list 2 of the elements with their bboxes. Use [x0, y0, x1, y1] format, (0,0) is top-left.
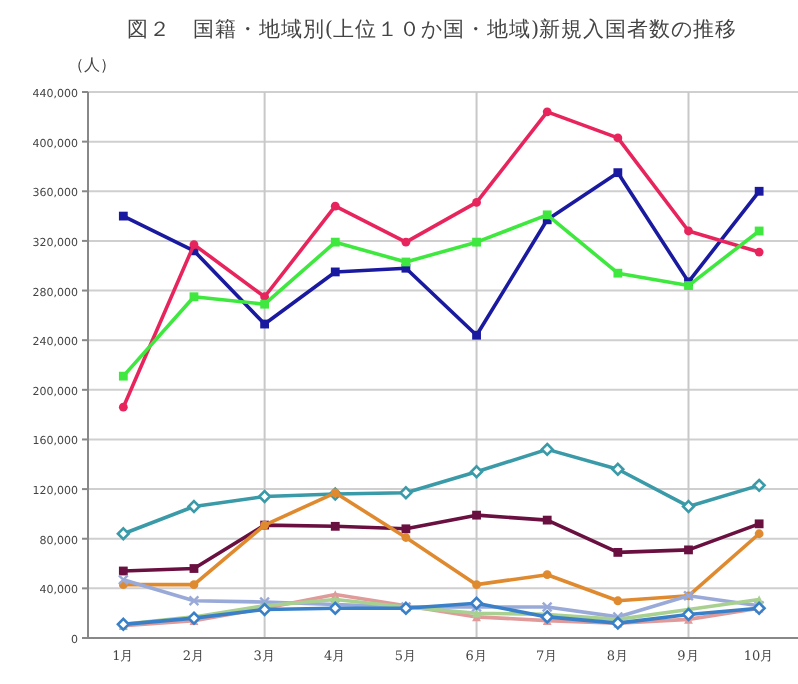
chart-title: 図２ 国籍・地域別(上位１０か国・地域)新規入国者数の推移	[126, 16, 738, 42]
y-axis-title: （人）	[68, 56, 116, 74]
